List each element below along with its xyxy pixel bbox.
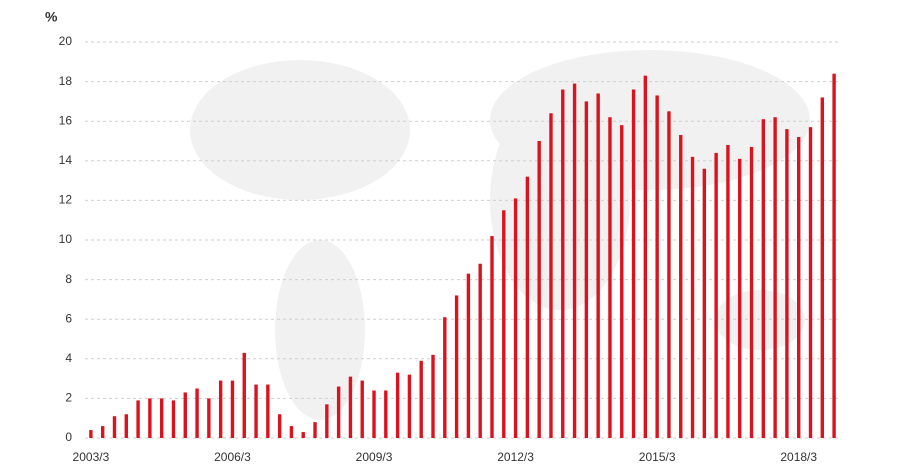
bar (171, 400, 176, 438)
bar (266, 384, 270, 438)
bar (431, 354, 435, 438)
y-tick-label: 20 (59, 34, 73, 48)
bar (443, 317, 447, 438)
bar (808, 127, 813, 438)
bar (242, 352, 246, 438)
y-tick-label: 14 (59, 153, 73, 167)
y-tick-label: 4 (65, 351, 72, 365)
bar (679, 135, 683, 438)
bar (136, 400, 140, 438)
y-tick-label: 12 (59, 193, 73, 207)
bar (667, 111, 671, 439)
bar (207, 398, 211, 438)
bar (478, 263, 482, 438)
bar (325, 404, 329, 438)
bar (124, 414, 128, 438)
bar (785, 129, 789, 438)
bar (761, 119, 766, 438)
bar (584, 101, 589, 439)
y-tick-label: 16 (59, 113, 73, 127)
bar (702, 168, 707, 438)
bar (620, 125, 624, 438)
bar (773, 117, 777, 439)
bar (643, 75, 648, 438)
bar (183, 392, 187, 438)
bar (513, 198, 518, 438)
y-axis-label: % (45, 9, 58, 25)
bar (313, 422, 317, 438)
bar (148, 398, 152, 438)
bar (714, 152, 718, 438)
bar (112, 416, 117, 438)
bar (454, 295, 459, 438)
y-tick-label: 2 (65, 391, 72, 405)
bar (384, 390, 388, 438)
bar (832, 73, 836, 439)
world-map-background (190, 50, 810, 420)
bar (655, 95, 659, 439)
y-tick-label: 18 (59, 74, 73, 88)
bar (466, 273, 471, 438)
bar (360, 380, 364, 438)
y-tick-label: 6 (65, 311, 72, 325)
y-tick-label: 0 (65, 430, 72, 444)
bar (596, 93, 600, 438)
bar (407, 374, 412, 438)
bar (89, 430, 93, 438)
bar (549, 113, 553, 438)
bar (159, 398, 164, 438)
bar (631, 89, 636, 439)
bar (100, 426, 105, 438)
bar (749, 146, 754, 438)
y-tick-label: 8 (65, 272, 72, 286)
bar (348, 376, 353, 438)
bar (490, 236, 494, 438)
y-tick-label: 10 (59, 232, 73, 246)
x-tick-label: 2015/3 (639, 450, 676, 464)
bar (301, 432, 305, 438)
bar (738, 158, 742, 438)
bar (820, 97, 825, 438)
bar (218, 380, 223, 438)
bar (537, 141, 541, 438)
x-tick-label: 2006/3 (214, 450, 251, 464)
bar (336, 386, 341, 438)
bar (525, 176, 530, 438)
bar (502, 210, 506, 438)
bar (395, 372, 400, 438)
bar (608, 117, 612, 439)
x-tick-label: 2012/3 (497, 450, 534, 464)
x-tick-label: 2018/3 (780, 450, 817, 464)
bar (254, 384, 258, 438)
bar (289, 426, 294, 438)
x-tick-label: 2003/3 (73, 450, 110, 464)
bar (230, 380, 235, 438)
bar (372, 390, 376, 438)
bar (561, 89, 565, 439)
bar (277, 414, 282, 438)
bar (419, 360, 423, 438)
bar (195, 388, 199, 438)
bar (797, 137, 801, 439)
bar (726, 144, 730, 438)
x-tick-label: 2009/3 (356, 450, 393, 464)
bar (690, 156, 695, 438)
bar (572, 83, 577, 438)
